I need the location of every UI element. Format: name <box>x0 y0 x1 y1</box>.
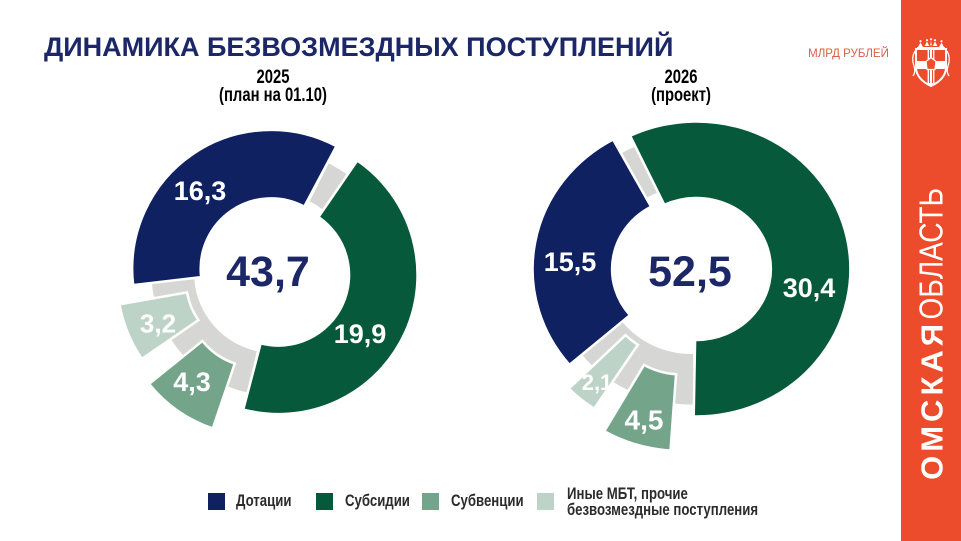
svg-text:3,2: 3,2 <box>140 309 176 339</box>
svg-text:2,1: 2,1 <box>582 370 613 395</box>
svg-text:4,5: 4,5 <box>625 405 664 436</box>
svg-text:15,5: 15,5 <box>544 247 597 277</box>
svg-text:16,3: 16,3 <box>174 176 227 206</box>
svg-text:30,4: 30,4 <box>783 273 836 303</box>
svg-text:52,5: 52,5 <box>648 248 732 296</box>
svg-text:19,9: 19,9 <box>334 319 387 349</box>
svg-text:4,3: 4,3 <box>173 367 211 397</box>
svg-text:43,7: 43,7 <box>226 248 310 296</box>
